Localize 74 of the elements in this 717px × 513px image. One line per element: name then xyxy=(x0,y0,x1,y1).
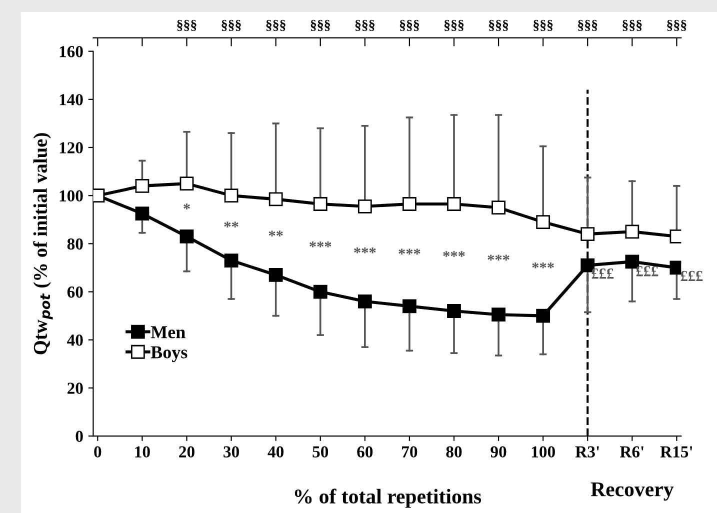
annotation: * xyxy=(184,204,190,210)
point xyxy=(313,284,328,299)
annotation: £££ xyxy=(592,268,614,279)
annotation: §§§ xyxy=(355,20,374,32)
point xyxy=(135,206,150,221)
annotation: *** xyxy=(443,251,465,257)
annotation: ** xyxy=(268,230,283,236)
annotation: §§§ xyxy=(266,20,286,32)
annotation: *** xyxy=(488,254,510,260)
point xyxy=(625,224,640,239)
point xyxy=(180,230,194,244)
text: Recovery xyxy=(590,482,674,501)
legend-label: Boys xyxy=(150,346,188,362)
legend-label: Men xyxy=(150,326,186,338)
y-tick-label: 20 xyxy=(68,382,83,394)
x-tick-label: 0 xyxy=(94,446,102,458)
point xyxy=(536,215,550,229)
point xyxy=(447,197,461,211)
annotation: §§§ xyxy=(488,20,508,32)
annotation: §§§ xyxy=(622,20,642,32)
point xyxy=(536,308,550,323)
x-tick-label: 10 xyxy=(135,446,150,458)
x-tick-label: 90 xyxy=(490,446,506,458)
y-tick-label: 0 xyxy=(76,430,83,442)
y-tick-label: 80 xyxy=(67,238,83,250)
y-tick-label: 120 xyxy=(60,142,83,154)
annotation: §§§ xyxy=(177,20,196,32)
annotation: §§§ xyxy=(222,20,241,32)
point xyxy=(224,254,238,268)
point xyxy=(313,197,328,211)
annotation: *** xyxy=(532,262,554,268)
point xyxy=(402,299,416,314)
annotation: *** xyxy=(354,247,376,254)
y-tick-label: 140 xyxy=(60,94,83,106)
point xyxy=(580,227,595,241)
annotation: ** xyxy=(224,222,238,228)
annotation: £££ xyxy=(680,270,703,282)
x-tick-label: 40 xyxy=(268,446,284,458)
annotation: *** xyxy=(398,248,420,254)
x-tick-label: 70 xyxy=(402,446,418,458)
point xyxy=(358,294,372,308)
annotation: §§§ xyxy=(400,20,419,32)
annotation: §§§ xyxy=(444,20,464,32)
x-tick-label: 50 xyxy=(312,446,328,458)
point xyxy=(402,197,416,211)
annotation: §§§ xyxy=(667,20,686,32)
point xyxy=(447,304,461,318)
point xyxy=(135,179,150,193)
point xyxy=(224,188,238,203)
point xyxy=(268,192,283,206)
x-tick-label: 100 xyxy=(532,446,555,458)
annotation: §§§ xyxy=(578,20,598,32)
x-tick-label: R15' xyxy=(660,446,692,458)
y-tick-label: 40 xyxy=(67,334,83,346)
point xyxy=(268,268,283,282)
y-tick-label: 60 xyxy=(67,286,83,298)
x-tick-label: 60 xyxy=(357,446,373,458)
x-tick-label: R3' xyxy=(575,446,599,458)
y-tick-label: 160 xyxy=(60,46,83,58)
point xyxy=(358,199,372,214)
annotation: £££ xyxy=(636,266,658,276)
point xyxy=(180,176,194,191)
annotation: §§§ xyxy=(310,20,330,32)
point xyxy=(492,308,506,322)
point xyxy=(492,200,506,215)
y-tick-label: 100 xyxy=(60,190,83,202)
annotation: *** xyxy=(310,241,332,248)
annotation: §§§ xyxy=(534,20,553,32)
x-tick-label: R6' xyxy=(620,446,644,458)
x-tick-label: 30 xyxy=(224,446,239,458)
x-tick-label: 80 xyxy=(446,446,462,458)
x-axis-title: % of total repetitions xyxy=(294,488,482,508)
y-axis-title: Qtw$_{pot}$ (% of initial value) xyxy=(33,133,53,354)
x-tick-label: 20 xyxy=(179,446,194,458)
